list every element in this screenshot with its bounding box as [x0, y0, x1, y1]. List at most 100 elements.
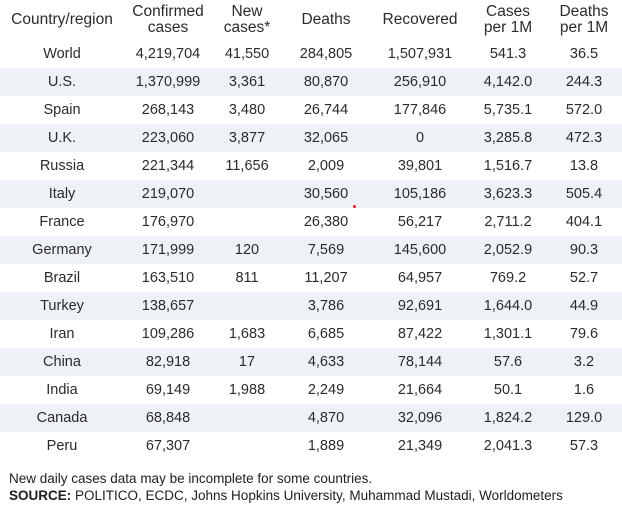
value-cell: 2,711.2: [484, 214, 532, 230]
value-cell: 41,550: [224, 46, 270, 62]
value-cell: 129.0: [546, 404, 622, 432]
value-cell: 87,422: [397, 326, 443, 342]
value-cell: 221,344: [141, 158, 195, 174]
value-cell: 1,301.1: [483, 326, 533, 342]
value-cell: 67,307: [145, 438, 191, 454]
value-cell: 2,249: [307, 382, 345, 398]
value-cell: 57.6: [470, 348, 546, 376]
value-cell: 769.2: [489, 270, 527, 286]
value-cell: 4,633: [282, 348, 370, 376]
value-cell: 3,623.3: [470, 180, 546, 208]
table-row: Canada 68,848 4,870 32,096 1,824.2 129.0: [0, 404, 622, 432]
value-cell: 56,217: [397, 214, 443, 230]
table-row: World 4,219,704 41,550 284,805 1,507,931 541.…: [0, 40, 622, 68]
value-cell: 68,848: [124, 404, 212, 432]
column-header-line: Cases: [486, 3, 530, 20]
column-header-line: Deaths: [559, 3, 609, 20]
value-cell: 284,805: [299, 46, 353, 62]
country-cell: India: [46, 382, 78, 398]
value-cell: [212, 292, 282, 320]
country-cell: China: [0, 348, 124, 376]
value-cell: 2,052.9: [470, 236, 546, 264]
table-row: Germany 171,999 120 7,569 145,600 2,052.9 90.3: [0, 236, 622, 264]
value-cell: 1,683: [228, 326, 266, 342]
value-cell: 2,041.3: [483, 438, 533, 454]
value-cell: 50.1: [493, 382, 523, 398]
table-row: France 176,970 26,380 56,217 2,711.2 404.1: [0, 208, 622, 236]
value-cell: 404.1: [565, 214, 603, 230]
column-header: Deaths per 1M: [546, 0, 622, 40]
country-cell: Germany: [0, 236, 124, 264]
value-cell: 13.8: [569, 158, 599, 174]
value-cell: 1,988: [228, 382, 266, 398]
value-cell: 105,186: [370, 180, 470, 208]
value-cell: 21,664: [397, 382, 443, 398]
value-cell: 138,657: [124, 292, 212, 320]
table-row: India 69,149 1,988 2,249 21,664 50.1 1.6: [0, 376, 622, 404]
value-cell: 80,870: [282, 68, 370, 96]
value-cell: 7,569: [282, 236, 370, 264]
value-cell: 4,870: [282, 404, 370, 432]
value-cell: 177,846: [393, 102, 447, 118]
column-header: New cases*: [212, 0, 282, 40]
value-cell: [212, 180, 282, 208]
country-cell: France: [39, 214, 85, 230]
value-cell: 2,009: [307, 158, 345, 174]
value-cell: 219,070: [124, 180, 212, 208]
value-cell: 1.6: [573, 382, 595, 398]
value-cell: 472.3: [546, 124, 622, 152]
column-header-line: cases: [147, 19, 189, 36]
value-cell: 1,644.0: [470, 292, 546, 320]
table-row: Iran 109,286 1,683 6,685 87,422 1,301.1 79.6: [0, 320, 622, 348]
footnote: New daily cases data may be incomplete f…: [9, 471, 373, 486]
country-cell: Turkey: [0, 292, 124, 320]
value-cell: 79.6: [569, 326, 599, 342]
value-cell: 3,285.8: [470, 124, 546, 152]
value-cell: 3,786: [282, 292, 370, 320]
value-cell: 6,685: [307, 326, 345, 342]
column-header: Recovered: [370, 0, 470, 40]
value-cell: 57.3: [569, 438, 599, 454]
table-row: U.K. 223,060 3,877 32,065 0 3,285.8 472.3: [0, 124, 622, 152]
table-row: Peru 67,307 1,889 21,349 2,041.3 57.3: [0, 432, 622, 460]
column-header-line: cases*: [223, 19, 271, 36]
table-row: Brazil 163,510 811 11,207 64,957 769.2 52.7: [0, 264, 622, 292]
value-cell: 1,516.7: [483, 158, 533, 174]
value-cell: 3,877: [212, 124, 282, 152]
value-cell: 541.3: [489, 46, 527, 62]
covid-data-table: Country/region Confirmed cases New cases* Dea…: [0, 0, 622, 460]
value-cell: [212, 432, 282, 460]
value-cell: 17: [212, 348, 282, 376]
country-cell: Italy: [0, 180, 124, 208]
value-cell: 78,144: [370, 348, 470, 376]
value-cell: 21,349: [397, 438, 443, 454]
value-cell: 26,380: [303, 214, 349, 230]
value-cell: 145,600: [370, 236, 470, 264]
value-cell: 90.3: [546, 236, 622, 264]
table-row: U.S. 1,370,999 3,361 80,870 256,910 4,142.0 24…: [0, 68, 622, 96]
country-cell: Russia: [39, 158, 85, 174]
value-cell: 11,207: [304, 270, 348, 286]
value-cell: 5,735.1: [483, 102, 533, 118]
value-cell: 1,507,931: [387, 46, 453, 62]
value-cell: 0: [370, 124, 470, 152]
table-header: Country/region Confirmed cases New cases* Dea…: [0, 0, 622, 40]
value-cell: 3.2: [546, 348, 622, 376]
value-cell: 4,219,704: [135, 46, 201, 62]
value-cell: 1,824.2: [470, 404, 546, 432]
value-cell: 32,096: [370, 404, 470, 432]
column-header: Deaths: [282, 0, 370, 40]
value-cell: 1,889: [307, 438, 345, 454]
table-row: Russia 221,344 11,656 2,009 39,801 1,516.7 13.…: [0, 152, 622, 180]
source-line: SOURCE: POLITICO, ECDC, Johns Hopkins Un…: [9, 487, 563, 504]
column-header: Country/region: [0, 0, 124, 40]
column-header-line: New: [231, 3, 263, 20]
value-cell: 244.3: [546, 68, 622, 96]
column-header-line: Country/region: [11, 11, 113, 28]
value-cell: 92,691: [370, 292, 470, 320]
column-header-line: Deaths: [301, 11, 351, 28]
country-cell: Peru: [46, 438, 78, 454]
value-cell: 26,744: [303, 102, 349, 118]
country-cell: U.S.: [0, 68, 124, 96]
